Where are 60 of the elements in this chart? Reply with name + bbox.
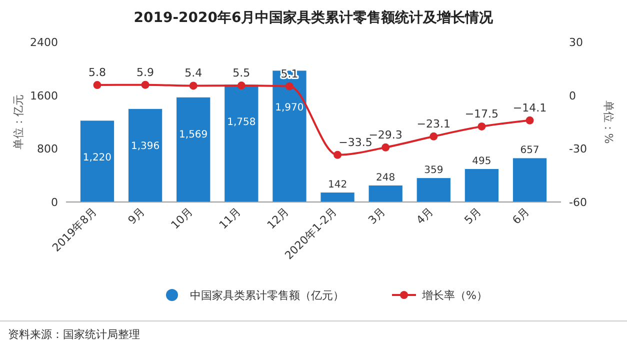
x-tick-label: 3月 bbox=[366, 204, 388, 227]
bar bbox=[80, 120, 114, 202]
x-tick-label: 11月 bbox=[216, 204, 244, 232]
data-label: 5.1 bbox=[280, 67, 298, 80]
legend-label: 增长率（%） bbox=[421, 289, 488, 302]
data-label: 495 bbox=[472, 156, 492, 167]
bar bbox=[176, 97, 210, 202]
bar bbox=[320, 192, 354, 202]
data-label: 359 bbox=[424, 165, 444, 176]
point bbox=[382, 143, 390, 152]
data-label: 657 bbox=[520, 145, 540, 156]
data-label: −14.1 bbox=[512, 101, 547, 114]
y2-tick-label: 30 bbox=[569, 36, 583, 49]
y-tick-label: 0 bbox=[51, 196, 58, 209]
bar bbox=[272, 70, 306, 202]
data-label: 5.4 bbox=[184, 66, 202, 80]
x-tick-label: 12月 bbox=[264, 204, 292, 232]
point bbox=[141, 80, 150, 89]
legend-label: 中国家具类累计零售额（亿元） bbox=[190, 289, 344, 302]
point bbox=[93, 81, 102, 90]
data-label: 142 bbox=[328, 180, 348, 191]
y-tick-label: 800 bbox=[37, 142, 58, 156]
x-tick-label: 10月 bbox=[168, 204, 196, 232]
bar bbox=[512, 158, 547, 202]
y2-tick-label: -60 bbox=[569, 196, 587, 209]
y2-tick-label: 0 bbox=[569, 89, 576, 102]
chart-title: 2019-2020年6月中国家具类累计零售额统计及增长情况 bbox=[134, 9, 494, 26]
data-label: 5.8 bbox=[88, 66, 106, 80]
bar bbox=[224, 84, 258, 202]
data-label: 1,758 bbox=[227, 116, 256, 128]
x-tick-label: 9月 bbox=[125, 204, 148, 227]
point bbox=[285, 82, 294, 90]
data-label: 1,970 bbox=[275, 102, 304, 114]
y2-tick-label: -30 bbox=[569, 142, 587, 156]
x-tick-label: 4月 bbox=[414, 204, 436, 227]
y-axis-title: 单位：亿元 bbox=[12, 94, 25, 150]
y2-axis-title: 单位：% bbox=[602, 100, 615, 144]
data-label: 248 bbox=[376, 172, 396, 184]
data-label: 1,396 bbox=[130, 140, 160, 152]
y-tick-label: 2400 bbox=[30, 36, 58, 49]
point bbox=[334, 150, 342, 159]
bar bbox=[368, 185, 402, 202]
data-label: 5.5 bbox=[232, 66, 250, 80]
data-label: −17.5 bbox=[464, 107, 499, 120]
x-tick-label: 6月 bbox=[510, 204, 532, 227]
x-tick-label: 5月 bbox=[462, 204, 484, 227]
point bbox=[237, 82, 246, 90]
bar bbox=[464, 169, 499, 202]
data-label: 5.9 bbox=[136, 66, 154, 79]
point bbox=[478, 122, 486, 130]
bar bbox=[128, 108, 162, 202]
point bbox=[189, 82, 198, 90]
point bbox=[526, 116, 534, 124]
y-tick-label: 1600 bbox=[30, 89, 58, 102]
data-label: 1,569 bbox=[179, 129, 208, 140]
bar bbox=[416, 178, 450, 202]
data-label: −23.1 bbox=[416, 117, 451, 130]
point bbox=[430, 132, 438, 140]
text: 资料来源：国家统计局整理 bbox=[8, 328, 140, 341]
data-label: 1,220 bbox=[82, 152, 112, 164]
